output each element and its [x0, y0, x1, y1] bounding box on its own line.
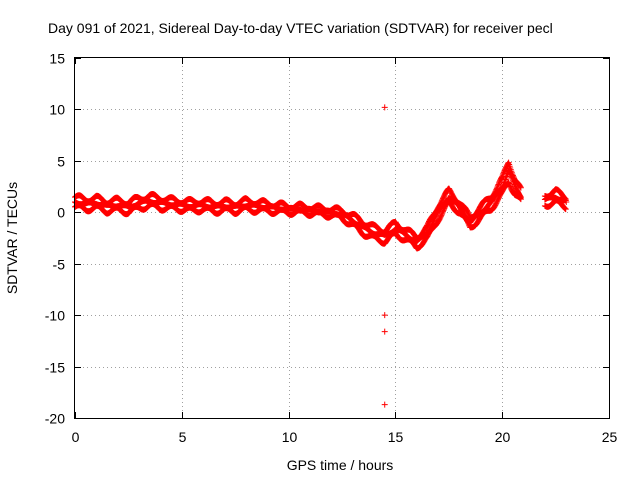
x-tick-label: 15 — [388, 429, 404, 445]
data-point — [502, 176, 509, 183]
data-point — [495, 181, 502, 188]
data-point — [561, 205, 568, 212]
data-point — [562, 206, 569, 213]
outlier-point — [381, 104, 388, 111]
x-tick-label: 20 — [495, 429, 511, 445]
y-tick-label: 10 — [49, 102, 65, 118]
y-tick-label: 5 — [57, 154, 65, 170]
y-tick-label: 15 — [49, 51, 65, 67]
axis-ticks: 0 5 10 15 20 25 -20 -15 -10 -5 0 5 10 15 — [45, 51, 618, 446]
y-tick-label: -20 — [45, 411, 65, 427]
data-point — [517, 184, 524, 191]
data-point — [563, 199, 570, 205]
data-point — [505, 179, 512, 186]
data-point — [501, 178, 508, 185]
y-tick-label: -15 — [45, 360, 65, 376]
x-axis-label: GPS time / hours — [287, 457, 394, 473]
data-point — [439, 209, 446, 216]
x-tick-label: 10 — [282, 429, 298, 445]
data-point — [506, 182, 513, 189]
y-axis-label: SDTVAR / TECUs — [4, 182, 20, 294]
plot-frame — [74, 57, 610, 419]
data-point — [494, 182, 501, 189]
data-point — [517, 193, 524, 200]
x-tick-label: 5 — [179, 429, 187, 445]
data-point — [517, 183, 524, 190]
chart-title: Day 091 of 2021, Sidereal Day-to-day VTE… — [48, 20, 553, 36]
x-tick-label: 25 — [602, 429, 618, 445]
outlier-point — [381, 401, 388, 408]
y-tick-label: -5 — [53, 257, 66, 273]
y-tick-label: -10 — [45, 308, 65, 324]
x-tick-label: 0 — [72, 429, 80, 445]
grid — [75, 58, 609, 418]
data-point — [439, 208, 446, 215]
outlier-point — [381, 328, 388, 335]
outlier-point — [381, 312, 388, 319]
data-point — [438, 211, 445, 218]
data-point — [562, 197, 569, 204]
data-point — [494, 184, 501, 191]
data-point — [517, 194, 524, 201]
data-point — [506, 180, 513, 187]
data-points — [72, 104, 570, 408]
y-tick-label: 0 — [57, 205, 65, 221]
